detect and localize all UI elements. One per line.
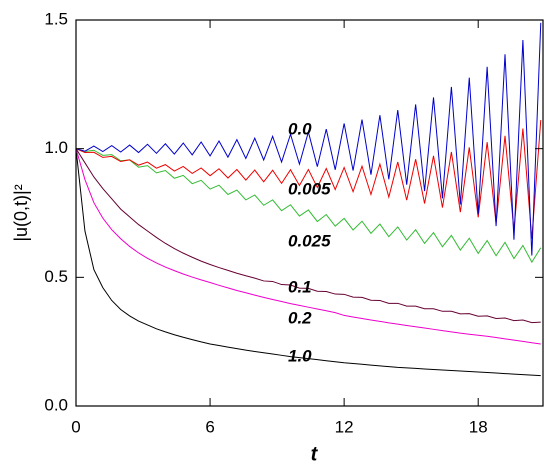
data-line <box>75 148 541 345</box>
data-line <box>75 120 542 239</box>
y-tick-label: 0.0 <box>44 395 68 414</box>
x-axis-label: t <box>311 443 319 465</box>
data-line <box>75 148 541 324</box>
data-line <box>75 148 541 377</box>
x-tick-label: 18 <box>469 417 488 436</box>
plot-frame <box>75 19 544 407</box>
curve-label: 0.025 <box>288 231 331 250</box>
curve-label: 0.005 <box>288 179 331 198</box>
y-axis-label: |u(0,t)|² <box>11 184 31 241</box>
y-tick-label: 0.5 <box>44 267 68 286</box>
curve-label: 0.2 <box>288 308 312 327</box>
data-line <box>75 22 542 256</box>
x-tick-label: 12 <box>335 417 354 436</box>
curve-label: 0.1 <box>288 277 312 296</box>
x-tick-label: 6 <box>205 417 214 436</box>
curve-label: 1.0 <box>288 346 312 365</box>
x-tick-label: 0 <box>71 417 80 436</box>
y-tick-label: 1.0 <box>44 138 68 157</box>
curve-label: 0.0 <box>288 119 312 138</box>
y-tick-label: 1.5 <box>44 9 68 28</box>
data-line <box>75 148 542 264</box>
